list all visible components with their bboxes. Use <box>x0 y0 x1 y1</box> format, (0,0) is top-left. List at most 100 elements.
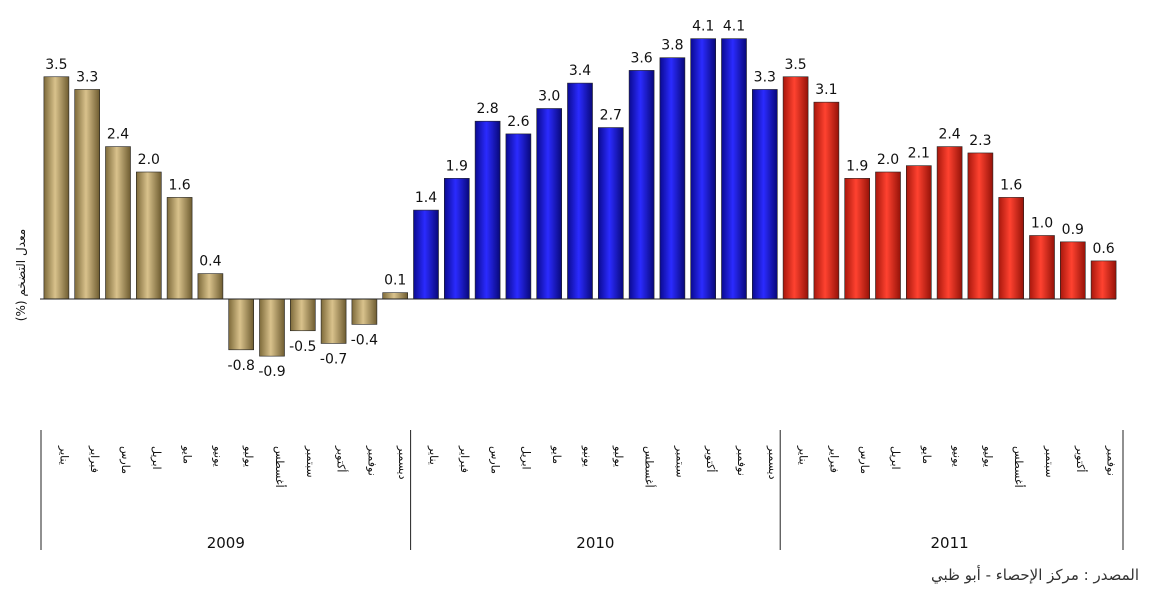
bar-2010-5 <box>536 108 563 300</box>
month-label: مارس <box>858 446 871 474</box>
month-label: أغسطس <box>1012 446 1026 488</box>
data-label: 2.8 <box>476 101 498 117</box>
data-label: 2.0 <box>877 152 899 168</box>
month-label: يوليو <box>612 445 625 467</box>
bar-2010-8 <box>628 70 655 300</box>
data-label: -0.9 <box>258 364 285 380</box>
data-label: -0.7 <box>320 351 347 367</box>
bar-2009-7 <box>228 298 254 351</box>
data-label: 3.3 <box>754 69 776 85</box>
data-label: 0.1 <box>384 273 406 289</box>
source-note: المصدر : مركز الإحصاء - أبو ظبي <box>930 566 1139 584</box>
month-label: مايو <box>181 445 194 464</box>
bar-2010-3 <box>474 120 501 300</box>
bar-2009-12 <box>382 292 409 300</box>
month-label: ديسمبر <box>766 445 779 480</box>
data-label: -0.4 <box>351 332 378 348</box>
data-label: 3.3 <box>76 69 98 85</box>
data-label: 0.4 <box>199 254 221 270</box>
data-label: 1.0 <box>1031 216 1053 232</box>
month-label: أغسطس <box>273 446 287 488</box>
data-label: -0.5 <box>289 339 316 355</box>
data-label: 2.7 <box>600 108 622 124</box>
data-label: 1.6 <box>1000 177 1022 193</box>
month-label: يونيو <box>211 445 224 467</box>
month-label: مايو <box>550 445 563 464</box>
bar-2010-7 <box>597 127 624 300</box>
month-label: ديسمبر <box>396 445 409 480</box>
bar-2009-9 <box>289 298 316 332</box>
data-label: 3.0 <box>538 89 560 105</box>
bar-2009-10 <box>320 298 347 344</box>
month-label: يونيو <box>581 445 594 467</box>
bar-2010-9 <box>659 57 686 300</box>
bar-2009-3 <box>105 146 131 300</box>
month-label: نوفمبر <box>1105 445 1118 476</box>
bar-2010-1 <box>413 209 439 300</box>
data-label: 3.5 <box>784 57 806 73</box>
data-label: 2.1 <box>908 146 930 162</box>
bar-2010-11 <box>721 38 747 300</box>
month-label: أغسطس <box>643 446 657 488</box>
data-label: 0.6 <box>1092 241 1114 257</box>
bar-2009-1 <box>43 76 70 300</box>
year-label: 2009 <box>207 534 245 552</box>
bar-2011-6 <box>936 146 963 300</box>
month-label: سبتمبر <box>1043 445 1056 478</box>
bar-2009-5 <box>166 197 193 300</box>
month-label: مايو <box>920 445 933 464</box>
bar-2009-6 <box>197 273 224 300</box>
data-label: 2.4 <box>107 127 129 143</box>
bar-2009-2 <box>74 89 100 300</box>
bar-2011-10 <box>1060 241 1086 300</box>
data-label: 3.6 <box>630 50 652 66</box>
bar-2011-8 <box>998 197 1025 300</box>
data-label: 2.3 <box>969 133 991 149</box>
month-label: أكتوبر <box>704 445 718 472</box>
bar-2011-1 <box>782 76 809 300</box>
month-label: فبراير <box>88 445 101 473</box>
bar-2010-10 <box>690 38 717 300</box>
year-label: 2010 <box>576 534 614 552</box>
data-label: 2.0 <box>138 152 160 168</box>
bar-2009-4 <box>136 171 162 300</box>
data-label: 2.6 <box>507 114 529 130</box>
month-label: نوفمبر <box>735 445 748 476</box>
bar-2010-4 <box>505 133 532 300</box>
month-label: يناير <box>57 445 70 465</box>
month-label: ابريل <box>519 446 532 470</box>
bar-2011-9 <box>1029 235 1055 300</box>
year-label: 2011 <box>931 534 969 552</box>
bar-2010-2 <box>443 178 470 300</box>
data-label: 1.9 <box>846 158 868 174</box>
month-label: سبتمبر <box>673 445 686 478</box>
bar-2011-3 <box>844 178 871 300</box>
data-label: 1.9 <box>446 158 468 174</box>
month-label: أكتوبر <box>335 445 349 472</box>
bar-2011-7 <box>967 152 994 300</box>
bar-2011-4 <box>875 171 901 300</box>
y-axis-label: معدل التضخم (%) <box>14 229 28 321</box>
data-label: 3.5 <box>45 57 67 73</box>
bar-2009-8 <box>259 298 285 357</box>
data-label: 0.9 <box>1062 222 1084 238</box>
bar-2010-12 <box>751 89 778 300</box>
bar-2009-11 <box>351 298 378 325</box>
month-label: يناير <box>427 445 440 465</box>
month-label: يناير <box>797 445 810 465</box>
month-label: يوليو <box>981 445 994 467</box>
data-label: 3.4 <box>569 63 591 79</box>
month-label: سبتمبر <box>304 445 317 478</box>
month-label: فبراير <box>827 445 840 473</box>
month-label: أكتوبر <box>1074 445 1088 472</box>
month-label: نوفمبر <box>365 445 378 476</box>
data-label: -0.8 <box>228 358 255 374</box>
month-label: يوليو <box>242 445 255 467</box>
data-label: 3.1 <box>815 82 837 98</box>
data-label: 1.6 <box>168 177 190 193</box>
bar-2011-5 <box>905 165 932 300</box>
bar-2011-11 <box>1090 260 1117 300</box>
month-label: ابريل <box>150 446 163 470</box>
month-label: يونيو <box>951 445 964 467</box>
